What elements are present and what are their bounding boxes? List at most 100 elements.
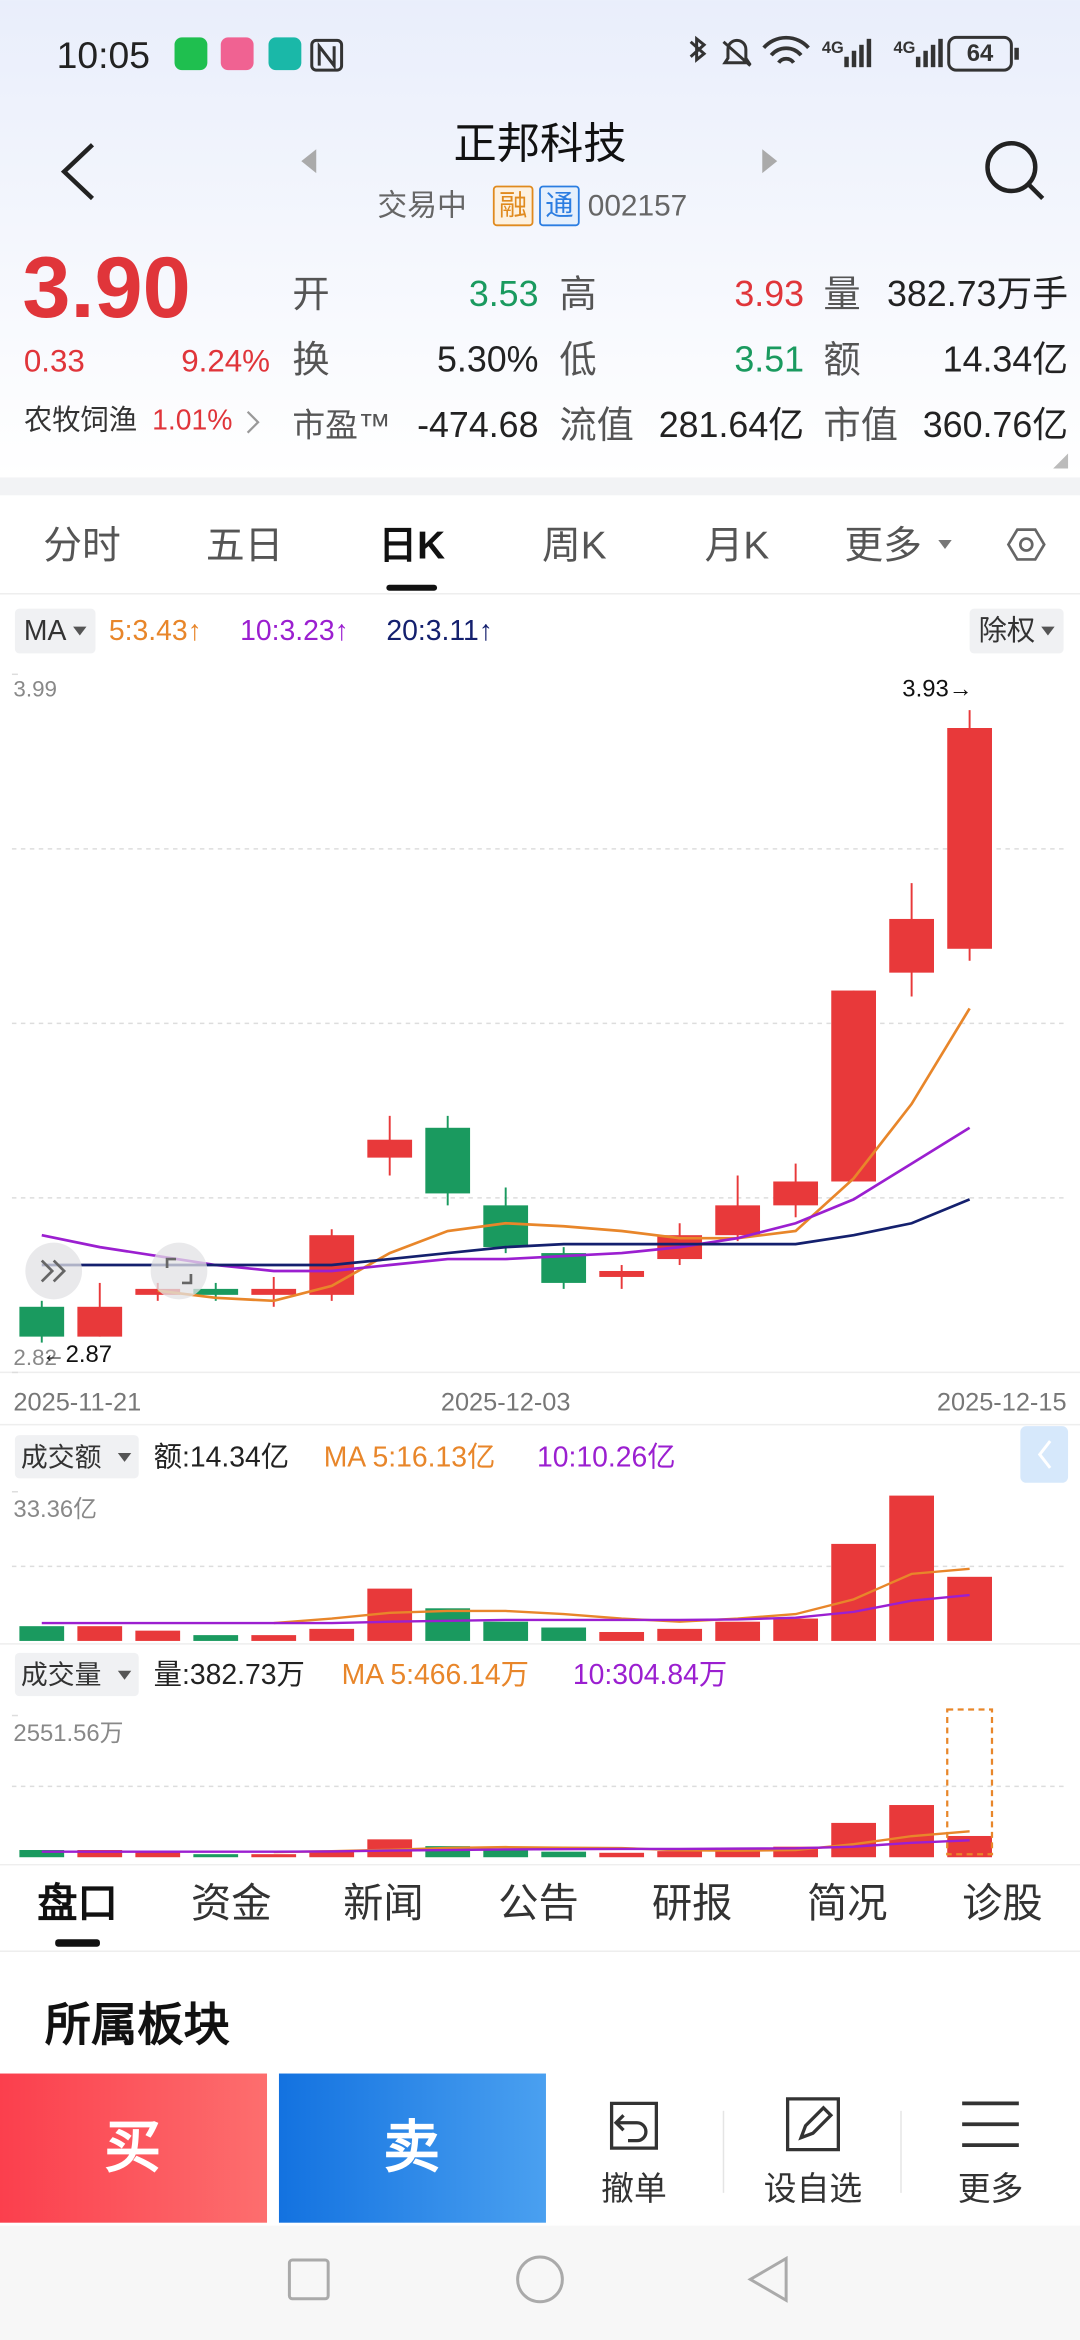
ma-label: MA: [24, 615, 67, 647]
period-tab[interactable]: 周K: [542, 525, 607, 568]
bluetooth-icon: [689, 35, 707, 63]
x-tick-label: 2025-12-15: [937, 1388, 1067, 1416]
bar: [773, 1618, 819, 1641]
detail-tab[interactable]: 简况: [807, 1881, 888, 1926]
bar: [599, 1631, 645, 1641]
x-tick-label: 2025-11-21: [13, 1388, 141, 1416]
high-annotation: 3.93→: [902, 676, 972, 703]
back-nav-button[interactable]: [747, 2255, 788, 2303]
field-value: -474.68: [417, 405, 538, 445]
candle-body: [193, 1288, 239, 1295]
ma-line: [157, 1007, 971, 1303]
detail-tab[interactable]: 研报: [652, 1881, 733, 1926]
header-background: [0, 0, 1080, 478]
period-tab[interactable]: 日K: [378, 525, 445, 568]
tag: 融: [499, 190, 527, 222]
bar: [831, 1822, 877, 1858]
home-button[interactable]: [516, 2255, 564, 2304]
sector-arrow[interactable]: [246, 410, 260, 434]
period-tab[interactable]: 五日: [206, 525, 284, 568]
low-annotation: ←2.87: [42, 1341, 112, 1368]
period-tab[interactable]: 分时: [43, 525, 121, 568]
detail-tab[interactable]: 盘口: [37, 1881, 118, 1926]
indicator-value: 量:382.73万: [154, 1659, 305, 1691]
adjust-selector[interactable]: [969, 608, 1064, 654]
y-tick-label: 2551.56万: [13, 1720, 123, 1747]
recent-button[interactable]: [287, 2258, 330, 2301]
next-stock[interactable]: [762, 149, 778, 174]
buy-label: 买: [104, 2117, 161, 2180]
fullscreen-glyph: [165, 1257, 193, 1285]
dropdown-arrow: [1041, 626, 1055, 636]
tab-underline: [55, 1939, 100, 1947]
bar: [599, 1852, 645, 1858]
indicator-selector[interactable]: [14, 1652, 139, 1697]
settings-dot: [1018, 537, 1034, 552]
network: 4G: [822, 39, 844, 57]
candle-body: [251, 1288, 297, 1295]
signal-icon: [844, 38, 943, 68]
tool-label[interactable]: 设自选: [764, 2170, 862, 2207]
detail-tab[interactable]: 资金: [191, 1881, 272, 1926]
stock-code: 002157: [588, 189, 688, 222]
ma-legend: 5:3.43↑: [109, 615, 202, 647]
nfc-icon: [310, 38, 344, 72]
side-tab[interactable]: [1020, 1426, 1069, 1483]
field-label: 低: [559, 339, 596, 381]
bar: [715, 1847, 761, 1858]
bar: [135, 1630, 181, 1641]
field-label: 流值: [559, 404, 634, 446]
field-value: 5.30%: [437, 340, 539, 380]
x-tick-label: 2025-12-03: [441, 1388, 571, 1416]
y-tick-label: 2.82: [13, 1345, 57, 1370]
back-button[interactable]: [60, 143, 95, 201]
bar: [715, 1621, 761, 1641]
tool-label[interactable]: 更多: [958, 2170, 1024, 2207]
bar: [251, 1635, 297, 1641]
period-tab[interactable]: 更多: [844, 525, 922, 568]
ma-legend: 10:10.26亿: [537, 1441, 676, 1473]
dropdown-arrow: [73, 626, 87, 636]
buy-button[interactable]: [0, 2073, 268, 2223]
candle-body: [715, 1205, 761, 1236]
bar: [135, 1852, 181, 1858]
period-tab[interactable]: 月K: [705, 525, 770, 568]
bar: [657, 1628, 703, 1641]
settings-icon[interactable]: [1006, 528, 1046, 561]
tag-box: [539, 185, 580, 227]
sell-button[interactable]: [278, 2073, 546, 2223]
detail-tab[interactable]: 公告: [498, 1881, 579, 1926]
search-button[interactable]: [985, 141, 1038, 194]
fullscreen-control[interactable]: [150, 1242, 208, 1300]
watchlist-icon[interactable]: [785, 2097, 840, 2152]
y-tick-label: 3.99: [13, 677, 57, 702]
bar: [889, 1805, 934, 1858]
detail-tab[interactable]: 诊股: [962, 1881, 1043, 1926]
tab-underline: [386, 584, 438, 591]
bar: [309, 1628, 355, 1641]
prev-stock[interactable]: [301, 149, 317, 174]
indicator-selector[interactable]: [14, 1435, 139, 1479]
ma-legend: 10:304.84万: [573, 1659, 727, 1691]
ma-selector[interactable]: [14, 608, 96, 654]
stock-name: 正邦科技: [453, 121, 626, 169]
bar: [425, 1608, 471, 1641]
field-label: 量: [823, 273, 860, 315]
sector[interactable]: 农牧饲渔: [24, 405, 137, 437]
bar: [541, 1627, 587, 1641]
ma-legend: MA 5:466.14万: [342, 1659, 529, 1691]
more-icon[interactable]: [962, 2101, 1019, 2147]
bar: [77, 1850, 123, 1858]
cancel-icon[interactable]: [609, 2101, 658, 2150]
candle-body: [77, 1306, 123, 1337]
tool-label[interactable]: 撤单: [601, 2170, 667, 2207]
bar: [19, 1626, 65, 1641]
bar: [193, 1635, 239, 1641]
adjust-label: 除权: [979, 615, 1036, 647]
detail-tab[interactable]: 新闻: [343, 1881, 424, 1926]
change-pct: 9.24%: [181, 344, 270, 379]
field-value: 3.93: [734, 274, 804, 314]
field-value: 281.64亿: [659, 405, 804, 445]
field-label: 换: [292, 339, 329, 381]
